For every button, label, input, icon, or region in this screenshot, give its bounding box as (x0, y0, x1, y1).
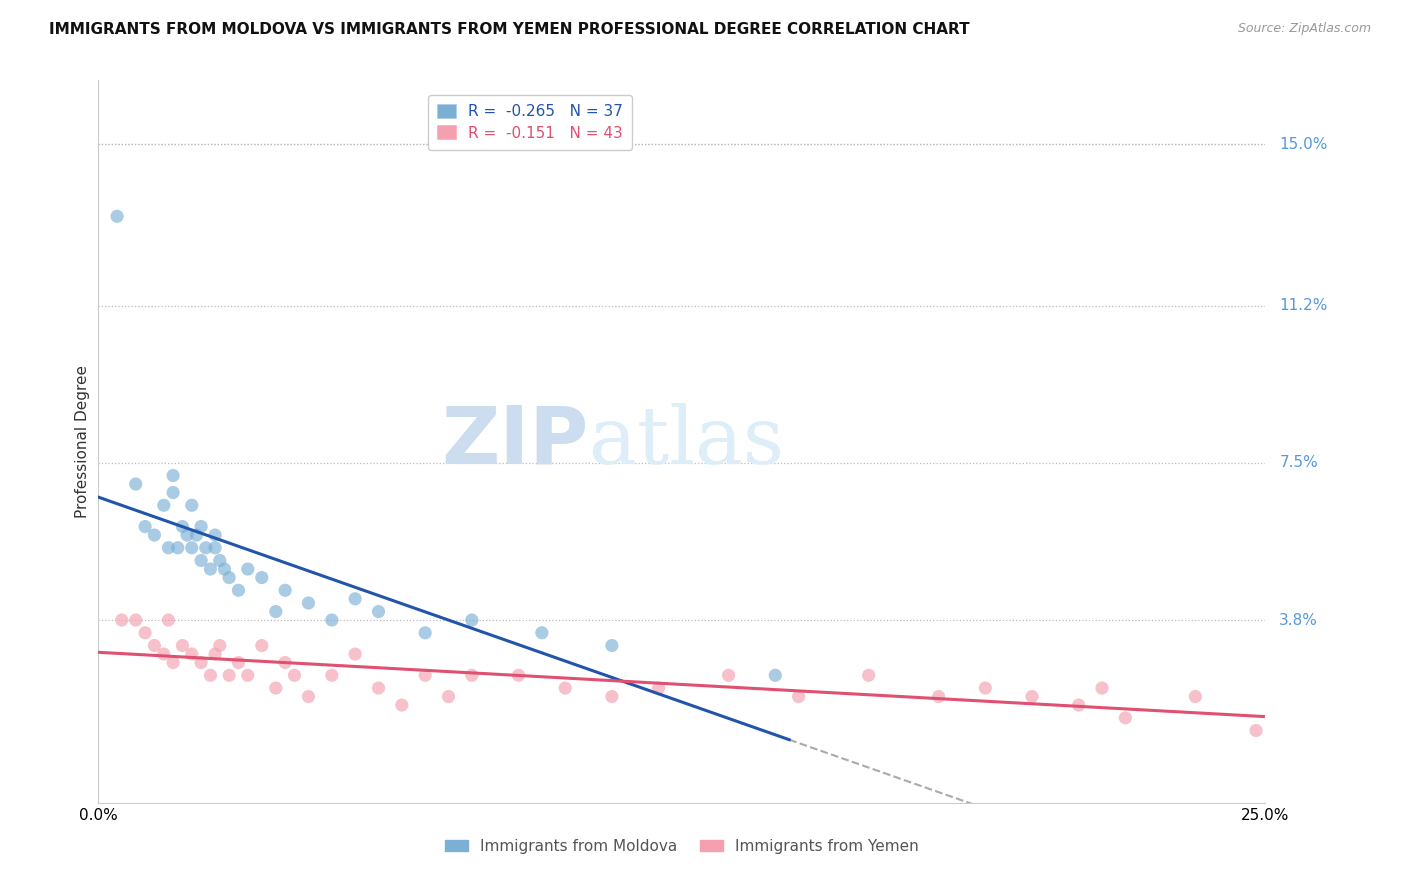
Legend: Immigrants from Moldova, Immigrants from Yemen: Immigrants from Moldova, Immigrants from… (439, 833, 925, 860)
Point (152, 647, 174, 661)
Point (186, 528, 208, 542)
Point (787, 690, 810, 704)
Point (172, 519, 194, 533)
Text: 3.8%: 3.8% (1279, 613, 1319, 628)
Point (321, 613, 343, 627)
Point (437, 690, 460, 704)
Point (297, 690, 319, 704)
Point (274, 583, 297, 598)
Point (200, 562, 222, 576)
Point (125, 613, 148, 627)
Point (204, 647, 226, 661)
Point (180, 498, 202, 512)
Point (190, 553, 212, 567)
Point (974, 681, 997, 695)
Text: 15.0%: 15.0% (1279, 136, 1327, 152)
Point (530, 625, 553, 640)
Point (208, 553, 231, 567)
Point (391, 698, 413, 712)
Point (1067, 698, 1090, 712)
Text: 11.2%: 11.2% (1279, 298, 1327, 313)
Point (250, 639, 273, 653)
Point (344, 647, 367, 661)
Point (228, 656, 250, 670)
Text: Source: ZipAtlas.com: Source: ZipAtlas.com (1237, 22, 1371, 36)
Point (1091, 681, 1114, 695)
Text: ZIP: ZIP (441, 402, 589, 481)
Point (763, 668, 786, 682)
Point (236, 668, 259, 682)
Point (413, 668, 436, 682)
Point (218, 668, 240, 682)
Point (600, 639, 623, 653)
Point (166, 541, 188, 555)
Point (928, 690, 950, 704)
Point (157, 613, 180, 627)
Point (111, 613, 134, 627)
Point (162, 468, 184, 483)
Point (134, 519, 156, 533)
Point (321, 668, 343, 682)
Point (274, 656, 297, 670)
Point (264, 681, 287, 695)
Point (554, 681, 576, 695)
Point (157, 541, 180, 555)
Point (190, 519, 212, 533)
Point (717, 668, 740, 682)
Point (236, 562, 259, 576)
Point (194, 541, 217, 555)
Point (264, 605, 287, 619)
Point (250, 570, 273, 584)
Point (180, 541, 202, 555)
Point (162, 656, 184, 670)
Text: IMMIGRANTS FROM MOLDOVA VS IMMIGRANTS FROM YEMEN PROFESSIONAL DEGREE CORRELATION: IMMIGRANTS FROM MOLDOVA VS IMMIGRANTS FR… (49, 22, 970, 37)
Point (208, 639, 231, 653)
Point (1021, 690, 1043, 704)
Point (214, 562, 236, 576)
Point (367, 681, 389, 695)
Point (461, 613, 484, 627)
Point (283, 668, 305, 682)
Text: 7.5%: 7.5% (1279, 455, 1317, 470)
Point (143, 528, 166, 542)
Point (1184, 690, 1206, 704)
Point (152, 498, 174, 512)
Point (297, 596, 319, 610)
Point (413, 625, 436, 640)
Point (162, 485, 184, 500)
Text: atlas: atlas (589, 402, 783, 481)
Y-axis label: Professional Degree: Professional Degree (75, 365, 90, 518)
Point (461, 668, 484, 682)
Point (1244, 723, 1267, 738)
Point (180, 647, 202, 661)
Point (204, 528, 226, 542)
Point (344, 591, 367, 606)
Point (190, 656, 212, 670)
Point (228, 583, 250, 598)
Point (218, 570, 240, 584)
Point (105, 209, 128, 223)
Point (647, 681, 669, 695)
Point (204, 541, 226, 555)
Point (1114, 711, 1136, 725)
Point (172, 639, 194, 653)
Point (125, 477, 148, 491)
Point (200, 668, 222, 682)
Point (134, 625, 156, 640)
Point (600, 690, 623, 704)
Point (367, 605, 389, 619)
Point (508, 668, 530, 682)
Point (176, 528, 198, 542)
Point (858, 668, 880, 682)
Point (143, 639, 166, 653)
